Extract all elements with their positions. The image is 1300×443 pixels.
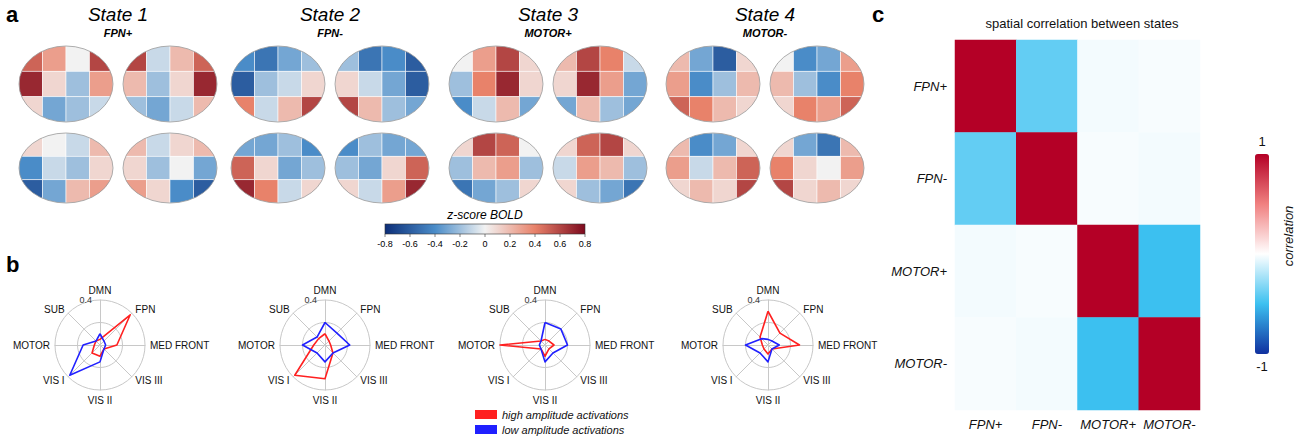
svg-text:FPN-: FPN- — [317, 27, 343, 39]
svg-text:VIS I: VIS I — [711, 375, 733, 386]
svg-text:FPN: FPN — [580, 304, 600, 315]
svg-text:VIS II: VIS II — [756, 395, 780, 406]
svg-text:State 1: State 1 — [88, 4, 148, 25]
svg-text:VIS I: VIS I — [43, 375, 65, 386]
svg-text:MOTOR: MOTOR — [13, 340, 50, 351]
svg-text:VIS III: VIS III — [803, 375, 830, 386]
svg-text:FPN+: FPN+ — [969, 417, 1003, 432]
svg-text:low amplitude activations: low amplitude activations — [502, 424, 625, 436]
svg-text:VIS I: VIS I — [488, 375, 510, 386]
svg-text:-0.6: -0.6 — [402, 239, 418, 249]
svg-text:MED FRONT: MED FRONT — [818, 340, 877, 351]
svg-text:FPN+: FPN+ — [913, 79, 947, 94]
svg-text:-0.4: -0.4 — [427, 239, 443, 249]
svg-text:MOTOR-: MOTOR- — [895, 356, 948, 371]
svg-text:MOTOR+: MOTOR+ — [891, 264, 947, 279]
svg-text:FPN: FPN — [360, 304, 380, 315]
svg-text:SUB: SUB — [44, 304, 65, 315]
svg-text:correlation: correlation — [1281, 206, 1296, 267]
svg-text:VIS II: VIS II — [533, 395, 557, 406]
svg-text:VIS III: VIS III — [360, 375, 387, 386]
svg-text:FPN-: FPN- — [1032, 417, 1063, 432]
svg-text:0.4: 0.4 — [524, 295, 537, 305]
svg-text:a: a — [6, 2, 19, 27]
svg-text:-0.2: -0.2 — [452, 239, 468, 249]
svg-text:MOTOR: MOTOR — [238, 340, 275, 351]
svg-text:-1: -1 — [1256, 359, 1268, 374]
svg-text:MOTOR: MOTOR — [458, 340, 495, 351]
svg-text:-0.8: -0.8 — [377, 239, 393, 249]
svg-text:FPN-: FPN- — [917, 171, 948, 186]
svg-text:0.2: 0.2 — [504, 239, 517, 249]
svg-text:SUB: SUB — [712, 304, 733, 315]
svg-text:MOTOR-: MOTOR- — [1143, 417, 1196, 432]
svg-text:MED FRONT: MED FRONT — [150, 340, 209, 351]
svg-text:DMN: DMN — [89, 285, 112, 296]
svg-text:State 4: State 4 — [735, 4, 795, 25]
svg-text:VIS II: VIS II — [88, 395, 112, 406]
svg-text:SUB: SUB — [269, 304, 290, 315]
svg-text:0.6: 0.6 — [554, 239, 567, 249]
svg-text:FPN: FPN — [135, 304, 155, 315]
svg-text:VIS I: VIS I — [268, 375, 290, 386]
svg-text:MOTOR+: MOTOR+ — [1080, 417, 1136, 432]
svg-text:MOTOR+: MOTOR+ — [524, 27, 572, 39]
svg-text:FPN+: FPN+ — [104, 27, 133, 39]
svg-text:0.8: 0.8 — [579, 239, 592, 249]
svg-text:State 3: State 3 — [518, 4, 579, 25]
svg-text:DMN: DMN — [757, 285, 780, 296]
svg-text:0: 0 — [482, 239, 487, 249]
svg-text:DMN: DMN — [314, 285, 337, 296]
svg-text:SUB: SUB — [489, 304, 510, 315]
svg-text:MOTOR: MOTOR — [681, 340, 718, 351]
svg-text:VIS II: VIS II — [313, 395, 337, 406]
svg-text:c: c — [872, 2, 884, 27]
svg-text:VIS III: VIS III — [135, 375, 162, 386]
svg-text:MED FRONT: MED FRONT — [375, 340, 434, 351]
svg-text:MOTOR-: MOTOR- — [743, 27, 788, 39]
svg-text:1: 1 — [1258, 134, 1265, 149]
svg-text:FPN: FPN — [803, 304, 823, 315]
svg-text:MED FRONT: MED FRONT — [595, 340, 654, 351]
svg-text:VIS III: VIS III — [580, 375, 607, 386]
svg-text:high amplitude activations: high amplitude activations — [502, 409, 629, 421]
svg-text:b: b — [6, 252, 19, 277]
svg-text:State 2: State 2 — [300, 4, 361, 25]
svg-text:0.4: 0.4 — [747, 295, 760, 305]
svg-text:0.4: 0.4 — [529, 239, 542, 249]
svg-text:0.4: 0.4 — [79, 295, 92, 305]
svg-text:spatial correlation between st: spatial correlation between states — [986, 16, 1179, 31]
svg-text:0.4: 0.4 — [304, 295, 317, 305]
svg-text:DMN: DMN — [534, 285, 557, 296]
svg-text:z-score BOLD: z-score BOLD — [446, 208, 523, 222]
